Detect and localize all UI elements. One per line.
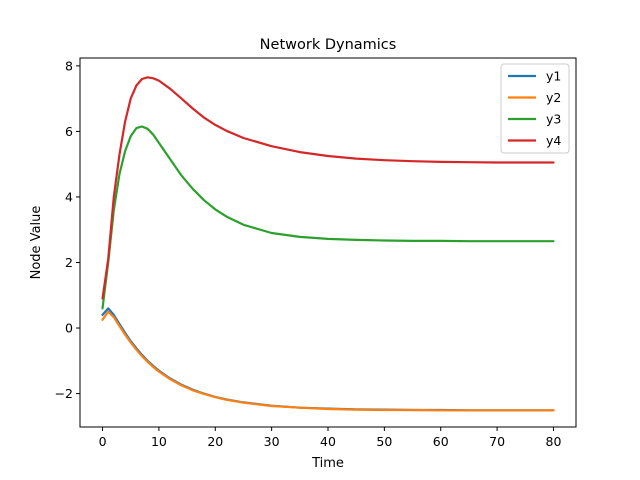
y-axis-label: Node Value — [29, 206, 44, 280]
x-axis-ticks: 0 10 20 30 40 50 60 70 80 — [99, 427, 562, 449]
legend-label-y1: y1 — [546, 69, 561, 84]
legend: y1 y2 y3 y4 — [500, 63, 570, 154]
y-tick-label: −2 — [55, 386, 73, 401]
x-tick-label: 40 — [320, 434, 336, 449]
y-tick-label: 0 — [65, 321, 73, 336]
y-axis-ticks: −2 0 2 4 6 8 — [55, 58, 80, 401]
chart-title: Network Dynamics — [260, 37, 397, 53]
x-tick-label: 0 — [99, 434, 107, 449]
x-tick-label: 10 — [151, 434, 167, 449]
legend-box — [500, 63, 570, 154]
plot-area — [80, 58, 576, 427]
axes-frame — [79, 57, 577, 428]
legend-label-y3: y3 — [546, 112, 561, 127]
series-line-y4 — [101, 76, 555, 300]
x-tick-label: 30 — [264, 434, 280, 449]
y-tick-label: 4 — [65, 189, 73, 204]
series-line-y3 — [101, 125, 555, 310]
series-lines — [101, 76, 555, 412]
y-tick-label: 2 — [65, 255, 73, 270]
x-tick-label: 60 — [433, 434, 449, 449]
x-axis-label: Time — [311, 456, 344, 471]
legend-label-y4: y4 — [546, 133, 561, 148]
x-tick-label: 50 — [376, 434, 392, 449]
x-tick-label: 80 — [546, 434, 562, 449]
x-tick-label: 20 — [207, 434, 223, 449]
series-line-y2 — [101, 310, 555, 412]
x-tick-label: 70 — [489, 434, 505, 449]
y-tick-label: 8 — [65, 58, 73, 73]
y-tick-label: 6 — [65, 124, 73, 139]
legend-label-y2: y2 — [546, 90, 561, 105]
